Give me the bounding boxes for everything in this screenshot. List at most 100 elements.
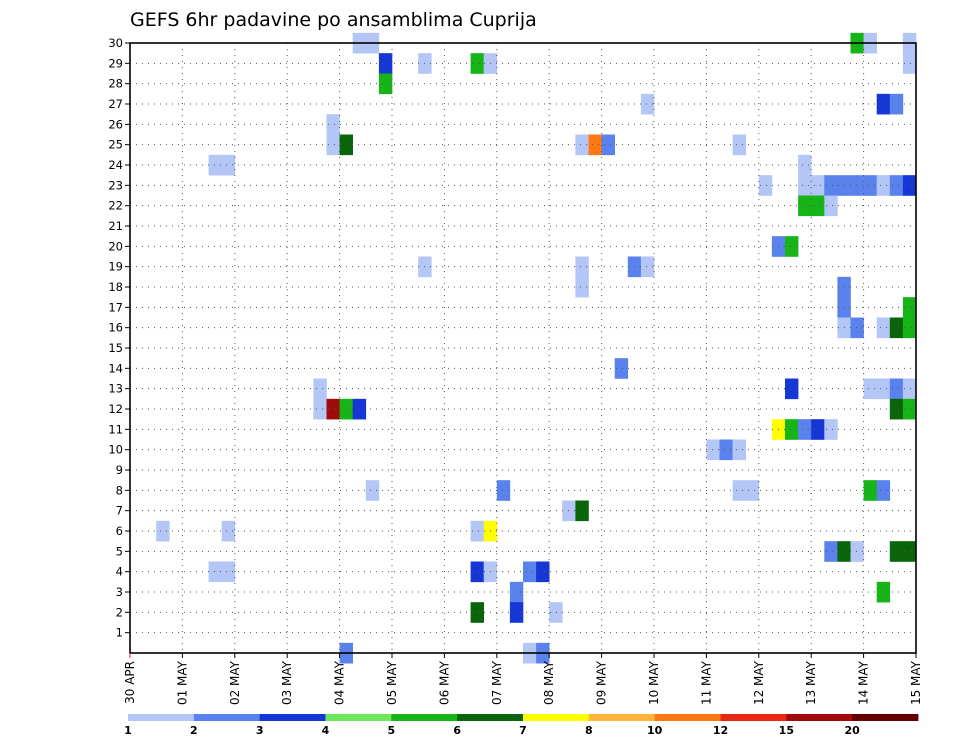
- heatmap-cell: [811, 419, 825, 440]
- heatmap-cell: [326, 114, 340, 135]
- y-tick-label: 11: [108, 422, 123, 436]
- x-tick-label: 14 MAY: [857, 660, 871, 705]
- heatmap-cell: [365, 480, 380, 501]
- heatmap-cell: [902, 541, 917, 562]
- heatmap-cell: [614, 358, 629, 379]
- x-tick-label: 04 MAY: [333, 660, 347, 705]
- y-tick-label: 20: [108, 239, 123, 253]
- colorbar-segment: [128, 714, 195, 721]
- colorbar-segment: [654, 714, 721, 721]
- y-tick-label: 9: [116, 463, 123, 477]
- heatmap-cell: [378, 73, 393, 95]
- y-tick-label: 23: [108, 178, 123, 192]
- heatmap-cell: [732, 134, 746, 156]
- colorbar-label: 5: [388, 724, 396, 737]
- y-tick-label: 14: [108, 361, 123, 375]
- heatmap-cell: [313, 378, 327, 400]
- y-tick-label: 3: [116, 585, 123, 599]
- colorbar-label: 7: [519, 724, 527, 737]
- colorbar-label: 10: [647, 724, 663, 737]
- heatmap-cell: [902, 398, 917, 420]
- y-tick-label: 22: [108, 199, 123, 213]
- heatmap-cell: [221, 154, 236, 176]
- colorbar: 1 2 3 4 5 6 7 8 10 12 15 20: [124, 714, 919, 737]
- y-tick-label: 12: [108, 402, 123, 416]
- heatmap-cell: [470, 561, 484, 583]
- heatmap-cell: [378, 53, 393, 74]
- heatmap-cell: [352, 398, 367, 420]
- heatmap-cell: [798, 154, 812, 176]
- heatmap-cell: [902, 175, 917, 196]
- colorbar-segment: [720, 714, 787, 721]
- heatmap-cell: [208, 154, 222, 176]
- heatmap-cell: [509, 581, 524, 603]
- x-tick-label: 09 MAY: [595, 660, 609, 705]
- heatmap-cell: [549, 602, 563, 623]
- y-tick-label: 19: [108, 260, 123, 274]
- y-tick-label: 6: [116, 524, 123, 538]
- colorbar-label: 4: [322, 724, 330, 737]
- heatmap-cell: [470, 602, 484, 623]
- heatmap-cell: [326, 134, 340, 156]
- y-tick-label: 21: [108, 219, 123, 233]
- heatmap-cell: [824, 195, 838, 217]
- heatmap-cell: [732, 439, 746, 461]
- heatmap-cell: [876, 93, 891, 115]
- colorbar-segment: [193, 714, 261, 721]
- colorbar-label: 2: [190, 724, 198, 737]
- x-tick-label: 11 MAY: [699, 660, 713, 705]
- y-tick-label: 28: [108, 77, 123, 91]
- x-tick-label: 30 APR: [123, 661, 137, 704]
- heatmap-cell: [850, 175, 864, 196]
- colorbar-segment: [325, 714, 392, 721]
- heatmap-cell: [221, 520, 236, 542]
- colorbar-segment: [852, 714, 919, 721]
- heatmap-cell: [575, 276, 589, 298]
- heatmap-cell: [824, 541, 838, 562]
- heatmap-cell: [496, 480, 511, 501]
- heatmap-cell: [221, 561, 236, 583]
- y-tick-label: 26: [108, 117, 123, 131]
- x-axis: 30 APR 01 MAY 02 MAY 03 MAY 04 MAY 05 MAY 06 M…: [123, 653, 923, 705]
- heatmap-cell: [902, 317, 917, 339]
- heatmap-cell: [523, 561, 537, 583]
- colorbar-label: 1: [124, 724, 132, 737]
- heatmap-cell: [326, 398, 340, 420]
- heatmap-cell: [732, 480, 746, 501]
- colorbar-label: 20: [845, 724, 861, 737]
- colorbar-segment: [786, 714, 853, 721]
- heatmap-cell: [876, 581, 891, 603]
- heatmap-cell: [889, 93, 904, 115]
- y-tick-label: 1: [116, 626, 123, 640]
- y-tick-label: 13: [108, 382, 123, 396]
- x-tick-label: 12 MAY: [752, 660, 766, 705]
- heatmap-cell: [889, 398, 904, 420]
- colorbar-label: 12: [713, 724, 728, 737]
- heatmap-cell: [863, 378, 877, 400]
- heatmap-cell: [902, 297, 917, 318]
- heatmap-cell: [640, 256, 655, 278]
- colorbar-label: 6: [453, 724, 461, 737]
- colorbar-segment: [259, 714, 326, 721]
- heatmap-cell: [575, 256, 589, 278]
- y-tick-label: 17: [108, 300, 123, 314]
- colorbar-segment: [391, 714, 458, 721]
- y-tick-label: 4: [116, 565, 123, 579]
- y-tick-label: 24: [108, 158, 123, 172]
- heatmap-cell: [640, 93, 655, 115]
- y-tick-label: 30: [108, 36, 123, 50]
- heatmap-cell: [588, 134, 602, 156]
- heatmap-cell: [719, 439, 733, 461]
- y-tick-label: 10: [108, 443, 123, 457]
- heatmap-cell: [863, 480, 877, 501]
- x-tick-label: 10 MAY: [647, 660, 661, 705]
- y-tick-label: 7: [116, 504, 123, 518]
- heatmap-cell: [785, 378, 799, 400]
- heatmap-cell: [536, 561, 550, 583]
- heatmap-cell: [798, 419, 812, 440]
- heatmap-cell: [889, 175, 904, 196]
- y-tick-label: 29: [108, 56, 123, 70]
- heatmap-cell: [470, 53, 484, 74]
- heatmap-cell: [811, 175, 825, 196]
- heatmap-cell: [745, 480, 760, 501]
